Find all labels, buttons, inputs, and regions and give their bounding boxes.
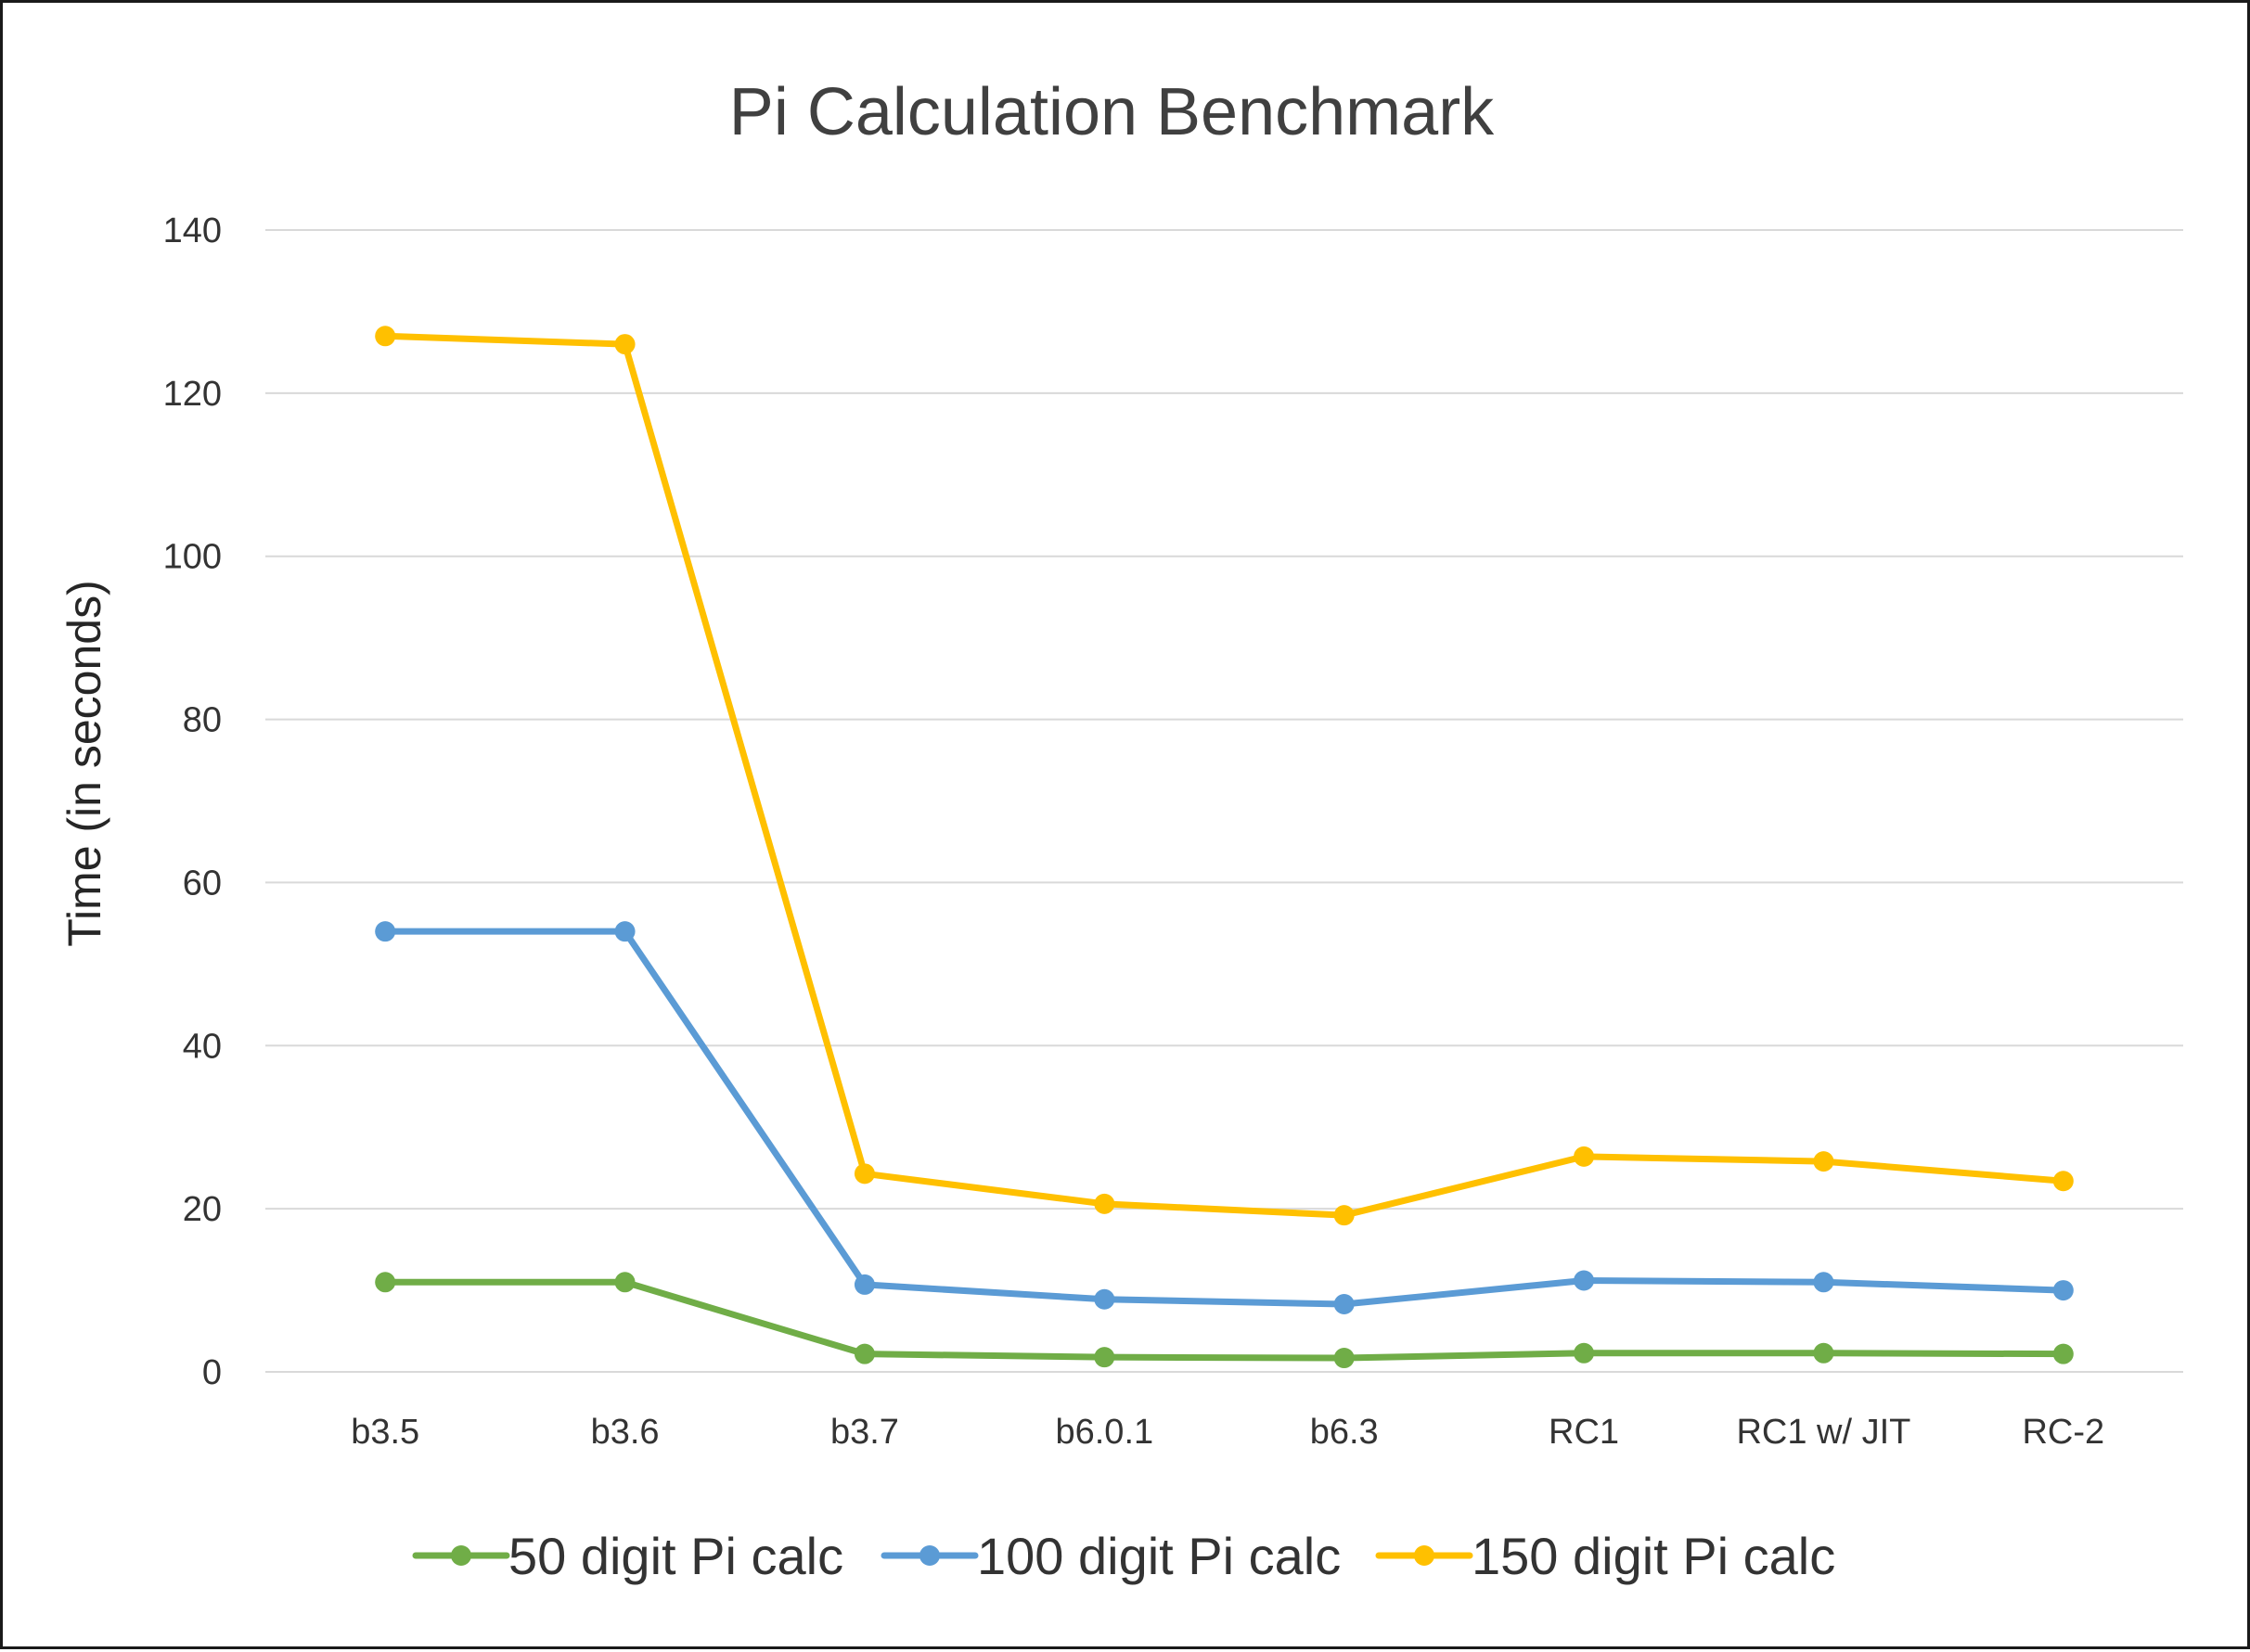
data-point [614,334,636,355]
data-point [1094,1347,1115,1368]
data-point [1574,1146,1595,1167]
data-point [2052,1280,2074,1301]
legend-label: 100 digit Pi calc [977,1527,1341,1585]
legend-swatch-marker [1414,1545,1434,1566]
y-tick-label: 60 [183,864,222,903]
series-line-1 [381,1278,2067,1362]
y-tick-label: 100 [163,538,222,577]
y-tick-label: 140 [163,211,222,250]
legend-swatch-marker [451,1545,471,1566]
data-point [614,921,636,942]
y-tick-label: 40 [183,1027,222,1066]
x-tick-label: b6.3 [1310,1413,1379,1452]
y-axis-label: Time (in seconds) [58,580,110,946]
y-tick-label: 120 [163,375,222,414]
line-chart: Pi Calculation Benchmark Time (in second… [58,75,2183,1585]
data-point [1574,1270,1595,1291]
data-point [1333,1348,1355,1369]
x-tick-label: RC1 w/ JIT [1736,1413,1910,1452]
data-point [1574,1342,1595,1364]
data-point [2052,1343,2074,1364]
legend-label: 50 digit Pi calc [508,1527,843,1585]
series-group [375,326,2074,1369]
data-point [1333,1205,1355,1226]
data-point [1094,1288,1115,1310]
y-tick-label: 20 [183,1190,222,1229]
y-tick-label: 0 [202,1353,222,1392]
series-line-3 [381,332,2067,1219]
series-line-2 [381,928,2067,1308]
data-point [854,1274,875,1295]
y-tick-label: 80 [183,701,222,740]
legend-swatch-marker [919,1545,940,1566]
x-tick-label: b6.0.1 [1055,1413,1153,1452]
data-point [1813,1151,1834,1172]
data-point [1813,1272,1834,1293]
data-point [1333,1294,1355,1315]
chart-title: Pi Calculation Benchmark [729,75,1495,149]
data-point [375,326,396,347]
data-point [2052,1171,2074,1192]
legend: 50 digit Pi calc 100 digit Pi calc 150 dig… [412,1527,1835,1585]
data-point [614,1272,636,1293]
data-point [375,1272,396,1293]
x-axis-ticks: b3.5 b3.6 b3.7 b6.0.1 b6.3 RC1 RC1 w/ JIT RC-2 [351,1413,2104,1452]
gridlines [265,229,2183,1373]
x-tick-label: RC1 [1549,1413,1619,1452]
x-tick-label: b3.6 [591,1413,660,1452]
y-axis-ticks: 0 20 40 60 80 100 120 140 [163,211,222,1392]
x-tick-label: RC-2 [2022,1413,2104,1452]
data-point [854,1163,875,1185]
x-tick-label: b3.5 [351,1413,419,1452]
data-point [375,921,396,942]
legend-label: 150 digit Pi calc [1472,1527,1835,1585]
x-tick-label: b3.7 [830,1413,899,1452]
data-point [854,1343,875,1364]
data-point [1094,1193,1115,1214]
data-point [1813,1342,1834,1364]
